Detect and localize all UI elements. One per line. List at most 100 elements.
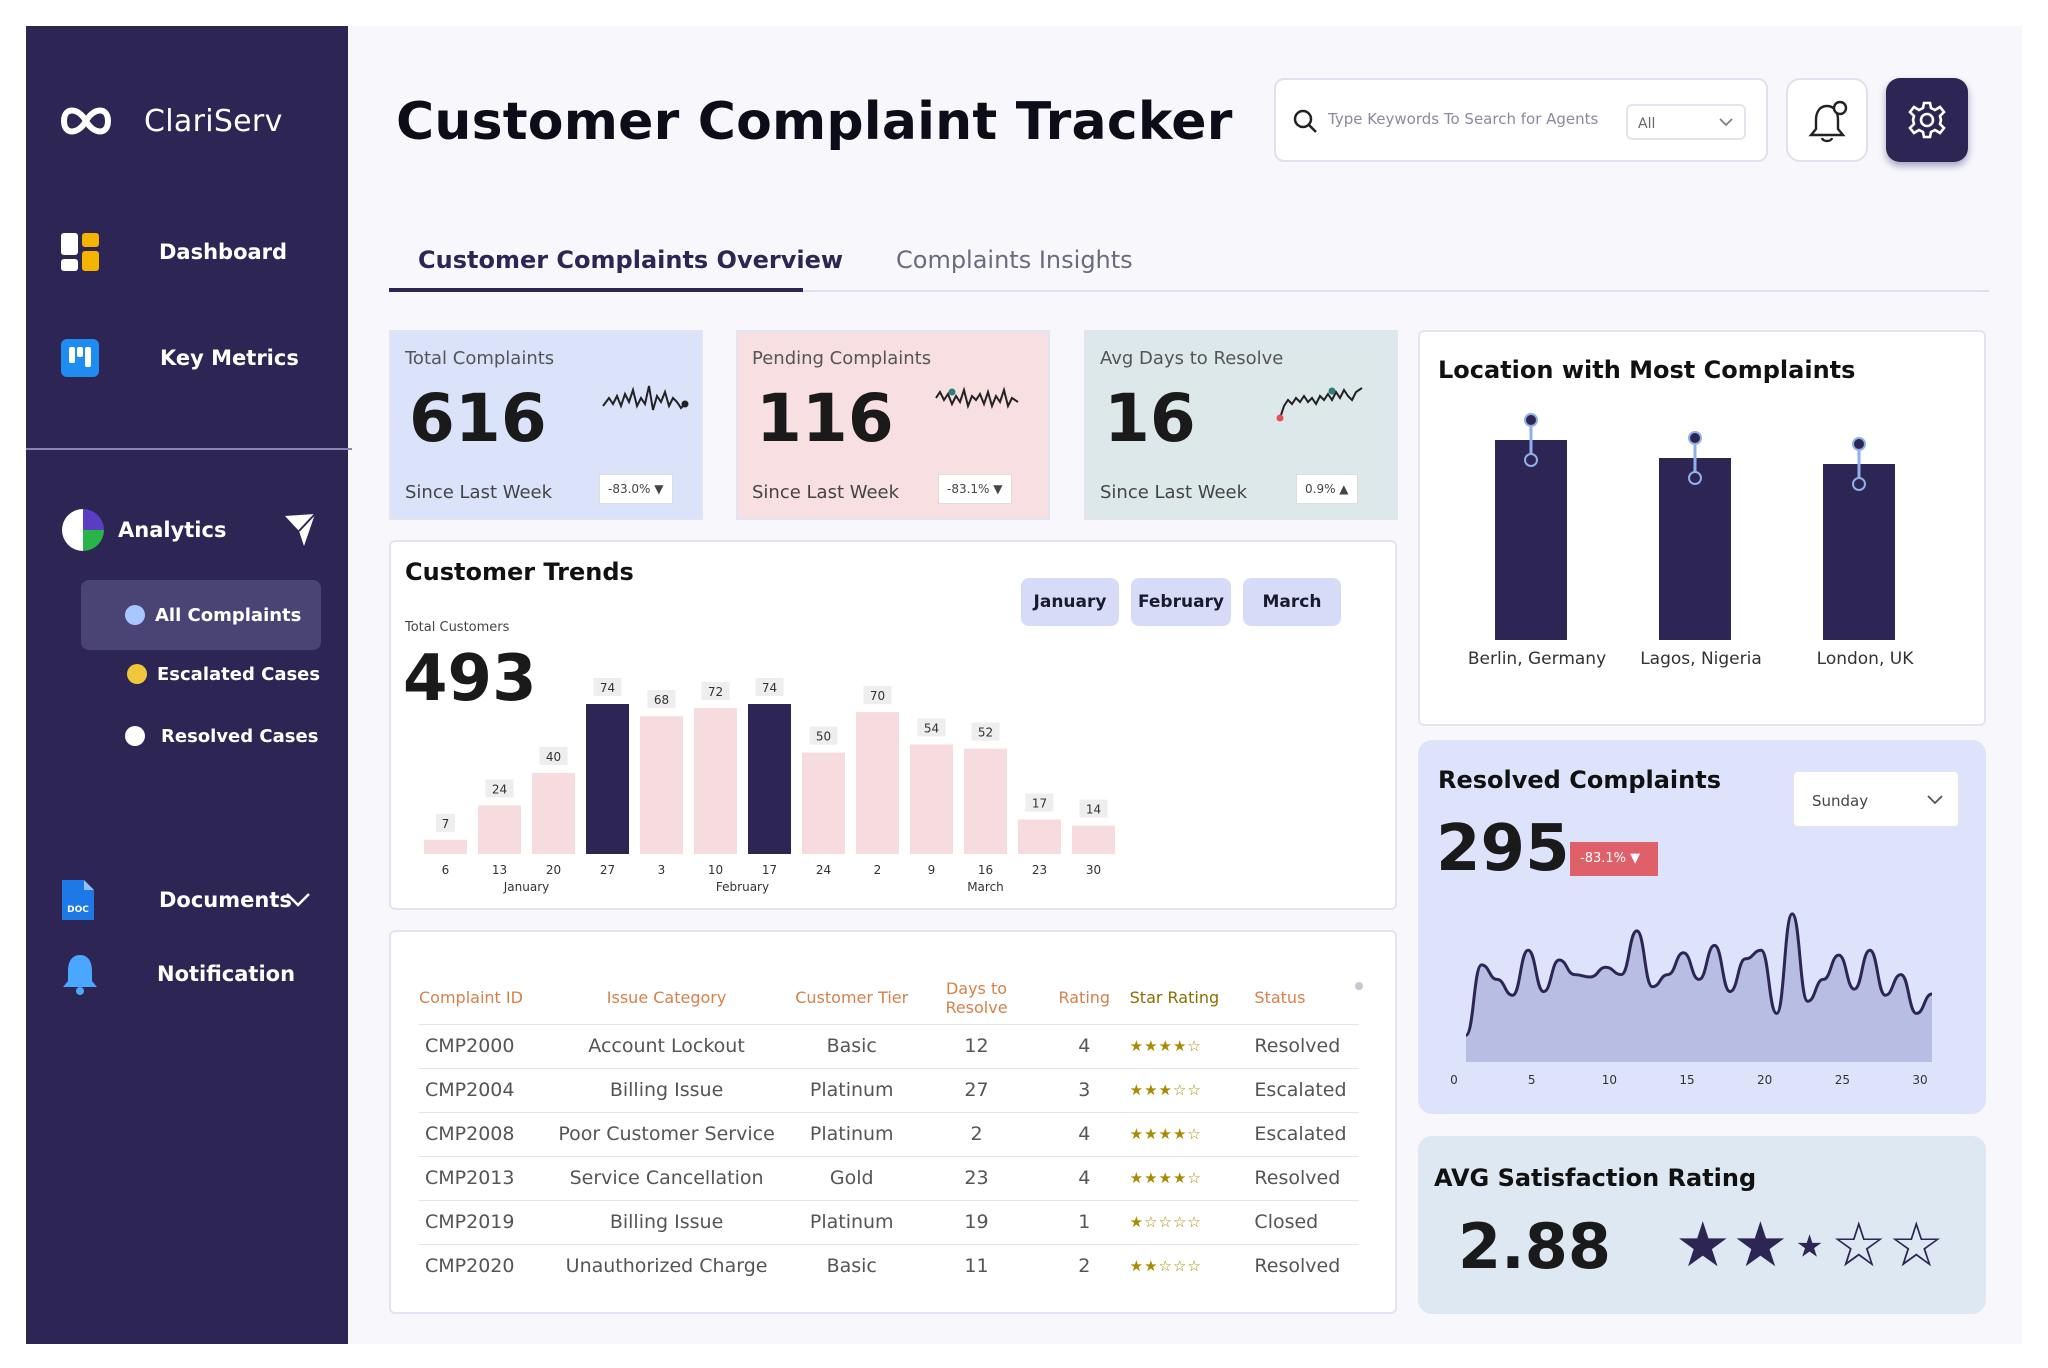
tab-overview[interactable]: Customer Complaints Overview	[418, 246, 844, 274]
table-row[interactable]: CMP2019 Billing Issue Platinum 19 1 ★☆☆☆☆ Clos…	[419, 1199, 1359, 1244]
location-title: Location with Most Complaints	[1438, 356, 1856, 384]
kpi-since: Since Last Week	[752, 482, 900, 503]
month-filter-january[interactable]: January	[1021, 578, 1119, 626]
day-filter-select[interactable]: Sunday	[1792, 770, 1960, 828]
trend-bar[interactable]	[586, 704, 629, 854]
table-row[interactable]: CMP2004 Billing Issue Platinum 27 3 ★★★☆☆ Esca…	[419, 1067, 1359, 1112]
sparkline-icon	[935, 386, 1019, 410]
table-cell: ★★★☆☆	[1129, 1067, 1255, 1112]
location-category-label: London, UK	[1817, 649, 1915, 669]
kpi-label: Avg Days to Resolve	[1100, 348, 1284, 369]
sidebar-item-analytics[interactable]: Analytics	[60, 506, 226, 554]
table-cell: 12	[914, 1023, 1039, 1068]
trend-bar[interactable]	[640, 716, 683, 854]
trend-x-tick-label: 20	[546, 863, 561, 877]
sidebar-sub-escalated-cases[interactable]: Escalated Cases	[127, 654, 320, 694]
table-row[interactable]: CMP2000 Account Lockout Basic 12 4 ★★★★☆ Resol…	[419, 1023, 1359, 1068]
trend-bar-label: 52	[978, 726, 993, 740]
table-row[interactable]: CMP2020 Unauthorized Charge Basic 11 2 ★★☆☆☆ R…	[419, 1243, 1359, 1288]
location-bar[interactable]	[1823, 464, 1895, 640]
trend-bar-label-bg	[593, 678, 622, 696]
sidebar-sub-label: All Complaints	[155, 604, 302, 626]
document-icon: DOC	[62, 880, 94, 920]
trend-bar[interactable]	[694, 708, 737, 854]
bell-outline-icon	[1808, 100, 1848, 143]
table-cell: CMP2013	[419, 1155, 544, 1200]
bell-icon	[63, 955, 97, 995]
trend-bar-label: 17	[1032, 797, 1047, 811]
trend-bar[interactable]	[802, 752, 845, 854]
sidebar-sub-label: Escalated Cases	[157, 663, 321, 685]
sidebar-item-documents[interactable]: DOC Documents	[60, 876, 292, 924]
table-cell: 19	[914, 1199, 1039, 1244]
notification-button[interactable]	[1786, 78, 1868, 162]
trend-bar[interactable]	[478, 805, 521, 854]
sparkline-icon	[1276, 387, 1363, 422]
table-cell: Basic	[789, 1243, 915, 1288]
kpi-label: Pending Complaints	[752, 348, 932, 369]
table-header-cell[interactable]: Status	[1254, 988, 1306, 1008]
resolved-area-line[interactable]	[1464, 912, 1933, 1037]
brand[interactable]: ClariServ	[58, 96, 283, 146]
trend-bar[interactable]	[532, 772, 575, 854]
trend-bar[interactable]	[1018, 819, 1061, 854]
resolved-value: 295	[1436, 812, 1570, 886]
search-filter-select[interactable]: All	[1626, 104, 1746, 140]
sidebar-item-notification[interactable]: Notification	[60, 950, 295, 998]
trend-bar-label: 40	[546, 750, 561, 764]
search-input[interactable]: Type Keywords To Search for Agents	[1328, 110, 1599, 128]
sidebar-item-key-metrics[interactable]: Key Metrics	[60, 334, 299, 382]
search-bar[interactable]: Type Keywords To Search for Agents All	[1274, 78, 1768, 162]
sidebar-sub-label: Resolved Cases	[161, 725, 319, 747]
table-header-cell[interactable]: Days to Resolve	[945, 978, 1008, 1017]
table-cell: 3	[1038, 1067, 1130, 1112]
escalated-dot-icon	[127, 664, 147, 684]
infinity-logo-icon	[60, 107, 112, 135]
trend-x-tick-label: 2	[874, 863, 882, 877]
table-header-cell[interactable]: Issue Category	[606, 988, 727, 1008]
sidebar-sub-resolved-cases[interactable]: Resolved Cases	[125, 716, 318, 756]
trend-x-tick-label: 13	[492, 863, 507, 877]
trend-bar[interactable]	[1072, 825, 1115, 854]
table-header-cell[interactable]: Star Rating	[1129, 988, 1220, 1008]
day-filter-value: Sunday	[1812, 792, 1869, 810]
dashboard-icon	[61, 233, 99, 271]
trend-bar[interactable]	[964, 748, 1007, 854]
table-row[interactable]: CMP2008 Poor Customer Service Platinum 2 4 ★★…	[419, 1111, 1359, 1156]
settings-button[interactable]	[1886, 78, 1968, 162]
location-bar[interactable]	[1659, 458, 1731, 640]
table-header-cell[interactable]: Complaint ID	[419, 988, 523, 1008]
kpi-since: Since Last Week	[1100, 482, 1248, 503]
kpi-change-badge: -83.0% ▼	[599, 474, 673, 504]
location-bar[interactable]	[1495, 440, 1567, 640]
table-header-cell[interactable]: Customer Tier	[795, 988, 909, 1008]
scroll-indicator[interactable]	[1355, 982, 1363, 990]
location-pin-top-icon	[1524, 413, 1538, 427]
trend-x-tick-label: 6	[442, 863, 450, 877]
month-filter-february[interactable]: February	[1131, 578, 1231, 626]
resolved-x-tick-label: 30	[1912, 1073, 1927, 1087]
trends-title: Customer Trends	[405, 558, 634, 586]
trend-x-tick-label: 30	[1086, 863, 1101, 877]
customer-trends-panel: Customer Trends Total Customers 493 Janu…	[389, 540, 1397, 910]
trend-bar[interactable]	[424, 839, 467, 854]
tab-insights[interactable]: Complaints Insights	[896, 246, 1133, 274]
sidebar-sub-all-complaints[interactable]: All Complaints	[125, 595, 301, 635]
trend-bar[interactable]	[856, 712, 899, 854]
table-cell: 11	[914, 1243, 1039, 1288]
brand-name: ClariServ	[144, 103, 283, 139]
search-icon	[1293, 109, 1317, 133]
trend-bar[interactable]	[910, 744, 953, 854]
resolved-area-fill	[1466, 913, 1932, 1062]
table-cell: 4	[1038, 1023, 1130, 1068]
table-row[interactable]: CMP2013 Service Cancellation Gold 23 4 ★★★★☆ R…	[419, 1155, 1359, 1200]
trend-bar[interactable]	[748, 704, 791, 854]
chevron-down-icon[interactable]	[284, 890, 312, 910]
sidebar-item-dashboard[interactable]: Dashboard	[60, 228, 287, 276]
table-cell: Escalated	[1254, 1067, 1359, 1112]
month-filter-march[interactable]: March	[1243, 578, 1341, 626]
trend-x-tick-label: 23	[1032, 863, 1047, 877]
paper-plane-icon[interactable]	[282, 512, 318, 548]
table-header-cell[interactable]: Rating	[1058, 988, 1111, 1008]
table-cell: CMP2019	[419, 1199, 544, 1244]
